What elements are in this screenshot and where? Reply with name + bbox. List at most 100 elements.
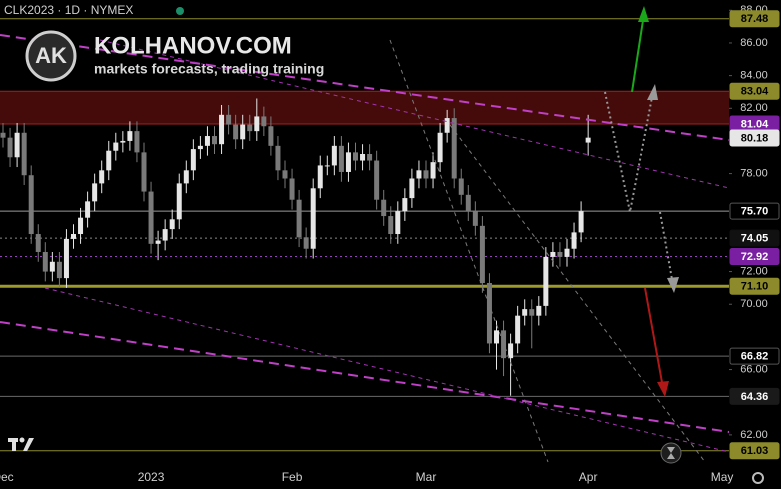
y-tick-label: 66.00 bbox=[740, 363, 768, 375]
settings-button[interactable] bbox=[752, 472, 764, 484]
price-label: 80.18 bbox=[741, 132, 769, 144]
price-axis: 62.00 66.00 70.00 72.00 78.00 82.00 84.00 86.00… bbox=[729, 4, 780, 460]
arrow-up bbox=[631, 13, 645, 93]
candle-body bbox=[501, 330, 507, 359]
x-tick-label: Mar bbox=[416, 470, 437, 484]
candle-body bbox=[444, 118, 450, 133]
candle-body bbox=[345, 152, 351, 172]
candle-body bbox=[219, 114, 225, 145]
candle-body bbox=[324, 165, 330, 167]
candle-body bbox=[289, 178, 295, 200]
channel-line bbox=[449, 124, 706, 463]
price-label: 72.92 bbox=[741, 251, 769, 263]
candle-body bbox=[296, 199, 302, 238]
candle-body bbox=[578, 211, 584, 233]
y-tick-label: 84.00 bbox=[740, 70, 768, 82]
hourglass bbox=[667, 447, 675, 459]
candle-body bbox=[388, 216, 394, 235]
candle-body bbox=[49, 261, 55, 272]
candle-body bbox=[381, 199, 387, 217]
price-label: 71.10 bbox=[741, 281, 769, 293]
candle-body bbox=[190, 149, 196, 171]
logo-part bbox=[19, 437, 25, 443]
candle-body bbox=[494, 330, 499, 344]
y-tick-label: 62.00 bbox=[740, 429, 768, 441]
candle-body bbox=[261, 116, 267, 127]
price-label-box bbox=[729, 347, 780, 365]
logo-text: AK bbox=[35, 43, 67, 68]
candle-body bbox=[7, 137, 13, 158]
candle-body bbox=[479, 225, 485, 284]
x-tick-label: 2023 bbox=[138, 470, 165, 484]
y-tick-label: 70.00 bbox=[740, 298, 768, 310]
candle-body bbox=[416, 170, 422, 179]
candle-body bbox=[226, 114, 232, 125]
candle-body bbox=[42, 251, 48, 272]
candle-body bbox=[353, 152, 358, 161]
candle-body bbox=[212, 136, 217, 145]
candle-body bbox=[331, 145, 337, 166]
price-label-box bbox=[729, 277, 780, 295]
price-label-box bbox=[729, 442, 780, 460]
candle-body bbox=[303, 237, 309, 249]
candle-body bbox=[247, 124, 253, 132]
candle-body bbox=[141, 152, 147, 192]
candle-body bbox=[21, 132, 27, 176]
candle-body bbox=[360, 154, 366, 161]
y-tick-label: 72.00 bbox=[740, 265, 768, 277]
status-dot bbox=[176, 7, 184, 15]
price-label: 66.82 bbox=[741, 351, 769, 363]
candle-body bbox=[162, 229, 168, 241]
candle-body bbox=[71, 234, 76, 239]
candle-body bbox=[515, 315, 521, 344]
candle-body bbox=[155, 240, 161, 244]
logo-part bbox=[12, 438, 16, 451]
candle-body bbox=[310, 188, 316, 249]
candle-body bbox=[197, 145, 203, 150]
resistance-zone bbox=[0, 91, 729, 124]
candle-body bbox=[338, 145, 344, 172]
candle-body bbox=[176, 183, 182, 220]
candle-body bbox=[35, 234, 41, 252]
candle-body bbox=[183, 170, 189, 184]
x-tick-label: Dec bbox=[0, 470, 14, 484]
candle-body bbox=[127, 131, 133, 141]
candle-body bbox=[0, 132, 6, 138]
y-tick-label: 86.00 bbox=[740, 37, 768, 49]
tagline: markets forecasts, trading training bbox=[94, 61, 324, 77]
candle-body bbox=[134, 131, 140, 153]
candle-body bbox=[268, 126, 274, 146]
arrow-dotted bbox=[604, 91, 654, 213]
candle-body bbox=[451, 118, 457, 179]
channel-line bbox=[389, 39, 549, 463]
gear[interactable] bbox=[752, 472, 764, 484]
candle-body bbox=[374, 160, 380, 200]
candle-body bbox=[423, 170, 429, 179]
candle-body bbox=[113, 142, 119, 151]
candle-body bbox=[458, 178, 464, 195]
arrow-head bbox=[638, 6, 649, 22]
trend-line bbox=[0, 321, 730, 433]
x-tick-label: May bbox=[711, 470, 734, 484]
candle-body bbox=[78, 217, 84, 235]
replay-circle[interactable] bbox=[660, 442, 682, 464]
candle-body bbox=[585, 137, 591, 143]
candle-body bbox=[395, 211, 401, 235]
candle-body bbox=[465, 194, 471, 212]
arrow-head bbox=[667, 277, 679, 293]
candle-body bbox=[367, 154, 373, 161]
price-label: 61.03 bbox=[741, 445, 769, 457]
price-label-box bbox=[729, 202, 780, 220]
x-tick-label: Apr bbox=[579, 470, 598, 484]
candle-body bbox=[564, 248, 570, 257]
price-label-box bbox=[729, 229, 780, 247]
candle-body bbox=[204, 136, 210, 146]
candle-body bbox=[233, 124, 239, 140]
replay-button[interactable] bbox=[660, 442, 682, 464]
candle-body bbox=[557, 251, 563, 257]
trend-lines bbox=[0, 34, 730, 463]
candle-body bbox=[99, 170, 105, 184]
candle-body bbox=[282, 170, 288, 179]
